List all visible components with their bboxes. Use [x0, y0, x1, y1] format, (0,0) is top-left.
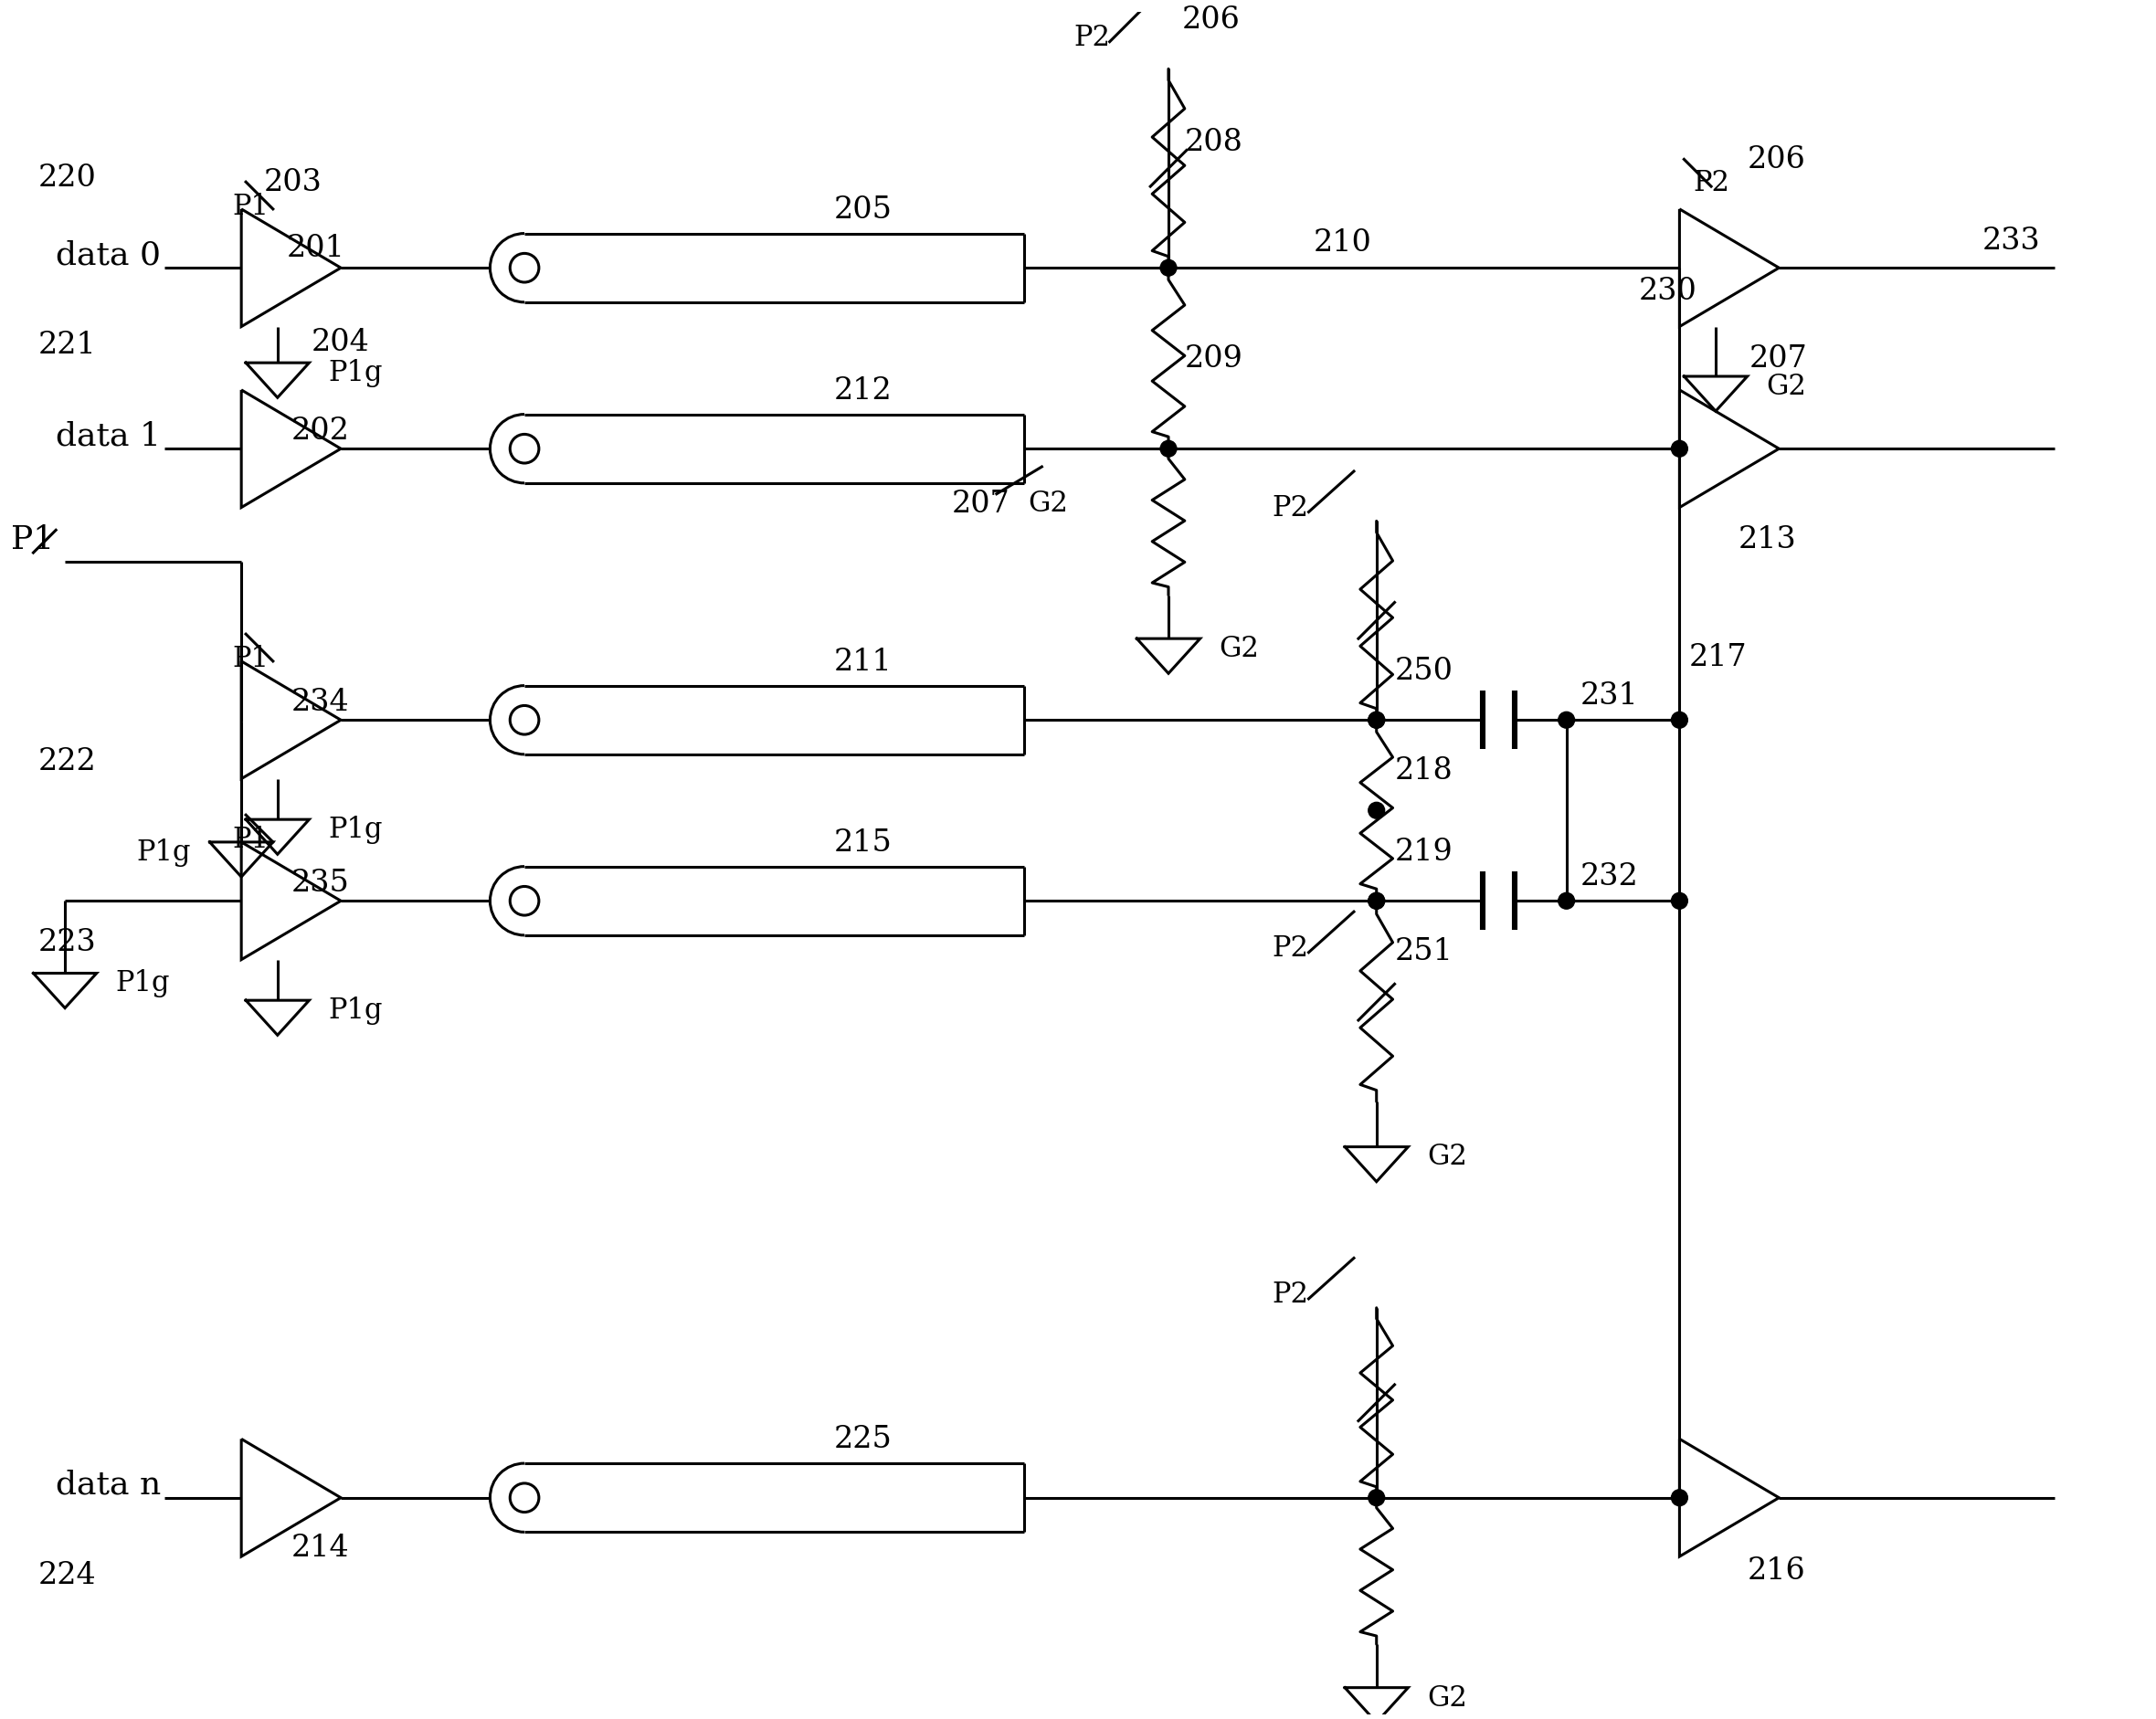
Circle shape	[1671, 712, 1688, 729]
Text: G2: G2	[1218, 634, 1259, 664]
Text: 234: 234	[291, 688, 349, 717]
Circle shape	[1671, 1490, 1688, 1506]
Circle shape	[1671, 442, 1688, 457]
Text: 211: 211	[834, 646, 893, 676]
Text: 217: 217	[1688, 643, 1746, 672]
Text: data 1: data 1	[56, 419, 162, 452]
Text: P1g: P1g	[328, 995, 382, 1025]
Text: 215: 215	[834, 829, 893, 858]
Text: 212: 212	[834, 376, 893, 406]
Circle shape	[1671, 894, 1688, 909]
Text: 218: 218	[1395, 756, 1453, 786]
Text: 208: 208	[1186, 127, 1244, 156]
Text: P1: P1	[233, 193, 270, 222]
Text: G2: G2	[1766, 373, 1807, 401]
Text: P1g: P1g	[328, 359, 382, 387]
Text: 225: 225	[834, 1425, 893, 1454]
Text: 207: 207	[1749, 344, 1807, 373]
Text: P1g: P1g	[328, 815, 382, 844]
Text: 214: 214	[291, 1533, 349, 1563]
Text: data n: data n	[56, 1468, 162, 1499]
Circle shape	[1369, 894, 1384, 909]
Circle shape	[1369, 894, 1384, 909]
Text: 203: 203	[263, 168, 321, 198]
Text: G2: G2	[1427, 1143, 1468, 1171]
Text: 202: 202	[291, 416, 349, 445]
Text: 232: 232	[1580, 861, 1639, 890]
Text: 216: 216	[1746, 1556, 1805, 1585]
Text: 210: 210	[1313, 229, 1371, 258]
Circle shape	[1559, 712, 1574, 729]
Text: 204: 204	[310, 328, 369, 358]
Text: P2: P2	[1074, 24, 1110, 52]
Text: 224: 224	[39, 1561, 97, 1590]
Text: 223: 223	[39, 927, 97, 956]
Text: 231: 231	[1580, 681, 1639, 710]
Text: P1g: P1g	[136, 837, 190, 866]
Circle shape	[1160, 261, 1177, 277]
Text: P2: P2	[1272, 1281, 1309, 1308]
Circle shape	[1369, 712, 1384, 729]
Text: 221: 221	[39, 330, 97, 359]
Text: 220: 220	[39, 163, 97, 193]
Circle shape	[1160, 442, 1177, 457]
Text: 251: 251	[1395, 937, 1453, 966]
Text: 213: 213	[1738, 524, 1796, 554]
Text: 250: 250	[1395, 657, 1453, 686]
Text: 205: 205	[834, 196, 893, 225]
Text: 206: 206	[1181, 5, 1240, 34]
Text: 219: 219	[1395, 837, 1453, 866]
Text: P1: P1	[11, 524, 54, 555]
Text: data 0: data 0	[56, 239, 162, 270]
Circle shape	[1369, 1490, 1384, 1506]
Text: 233: 233	[1984, 227, 2042, 256]
Text: P2: P2	[1272, 933, 1309, 963]
Text: P2: P2	[1272, 493, 1309, 523]
Text: 222: 222	[39, 746, 97, 775]
Text: P1g: P1g	[116, 970, 170, 997]
Text: P1: P1	[233, 825, 270, 854]
Text: 206: 206	[1746, 146, 1807, 175]
Circle shape	[1559, 894, 1574, 909]
Text: 209: 209	[1186, 344, 1244, 373]
Text: 207: 207	[951, 488, 1009, 517]
Text: 235: 235	[291, 868, 349, 897]
Text: P1: P1	[233, 645, 270, 674]
Text: P2: P2	[1692, 168, 1729, 198]
Text: G2: G2	[1427, 1683, 1468, 1712]
Text: G2: G2	[1028, 490, 1069, 517]
Text: 230: 230	[1639, 277, 1697, 306]
Text: 201: 201	[287, 234, 345, 263]
Circle shape	[1369, 712, 1384, 729]
Circle shape	[1369, 803, 1384, 818]
